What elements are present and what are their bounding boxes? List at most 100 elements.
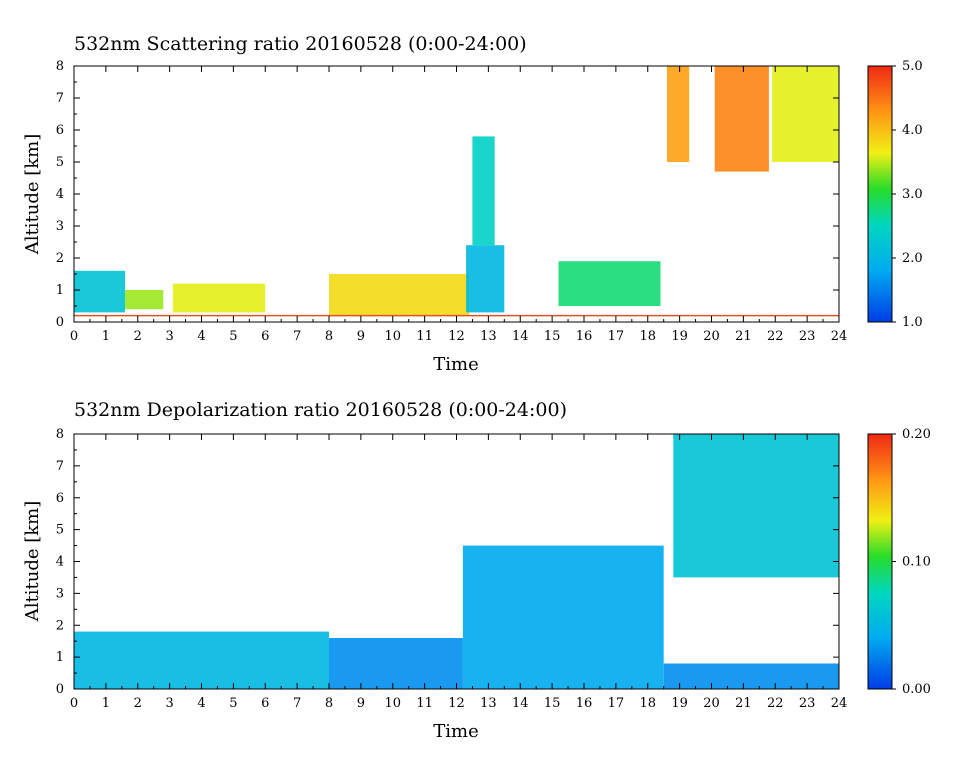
depolarization-x-ticks: 0 1 2 3 4 5 6 7 8 9 10 11 12 13 14 15 16 17 18 19 20 21 22 23 24 <box>70 434 847 711</box>
depolarization-x-tick-label: 12 <box>448 696 465 711</box>
scattering-y-tick-label: 6 <box>56 123 64 138</box>
scattering-y-tick-label: 2 <box>56 251 64 266</box>
scattering-data-marks <box>74 66 839 316</box>
scattering-x-tick-label: 15 <box>544 329 561 344</box>
scattering-x-tick-label: 4 <box>197 329 205 344</box>
scattering-layer-9 <box>772 66 839 162</box>
depolarization-x-tick-label: 3 <box>165 696 173 711</box>
depolarization-colorbar-tick-label: 0.10 <box>902 555 931 570</box>
scattering-x-tick-label: 24 <box>831 329 848 344</box>
depolarization-x-tick-label: 11 <box>416 696 433 711</box>
scattering-colorbar-tick-label: 4.0 <box>902 123 923 138</box>
scattering-x-tick-label: 3 <box>165 329 173 344</box>
depolarization-x-tick-label: 17 <box>608 696 625 711</box>
depolarization-ratio-panel: 532nm Depolarization ratio 20160528 (0:0… <box>22 399 931 742</box>
depolarization-y-tick-label: 4 <box>56 555 64 570</box>
scattering-x-tick-label: 21 <box>735 329 752 344</box>
scattering-x-tick-label: 17 <box>608 329 625 344</box>
depolarization-x-axis-label: Time <box>433 721 478 742</box>
scattering-y-tick-label: 5 <box>56 155 64 170</box>
scattering-x-tick-label: 19 <box>671 329 688 344</box>
scattering-colorbar-gradient <box>867 65 893 323</box>
scattering-layer-7 <box>666 66 690 162</box>
scattering-layer-0 <box>74 270 125 313</box>
scattering-y-axis-label: Altitude [km] <box>22 134 43 256</box>
scattering-y-tick-label: 7 <box>56 91 64 106</box>
depolarization-x-tick-label: 8 <box>325 696 333 711</box>
depolarization-x-tick-label: 13 <box>480 696 497 711</box>
depolarization-colorbar-tick-label: 0.20 <box>902 427 931 442</box>
scattering-x-tick-label: 23 <box>799 329 816 344</box>
depolarization-y-ticks: 0 1 2 3 4 5 6 7 8 <box>56 427 839 697</box>
scattering-colorbar-tick-label: 3.0 <box>902 187 923 202</box>
scattering-layer-8 <box>714 66 769 172</box>
scattering-colorbar-tick-label: 2.0 <box>902 251 923 266</box>
scattering-ratio-title: 532nm Scattering ratio 20160528 (0:00-24… <box>74 33 527 55</box>
depolarization-x-tick-label: 20 <box>703 696 720 711</box>
depolarization-y-tick-label: 5 <box>56 523 64 538</box>
scattering-x-tick-label: 12 <box>448 329 465 344</box>
scattering-layer-5 <box>472 136 495 246</box>
scattering-x-tick-label: 5 <box>229 329 237 344</box>
depolarization-layer-4 <box>673 434 840 578</box>
depolarization-x-tick-label: 4 <box>197 696 205 711</box>
depolarization-colorbar: 0.00 0.10 0.20 <box>867 427 931 697</box>
scattering-x-tick-label: 22 <box>767 329 784 344</box>
depolarization-layer-2 <box>462 545 664 689</box>
scattering-x-tick-label: 11 <box>416 329 433 344</box>
scattering-x-ticks: 0 1 2 3 4 5 6 7 8 9 10 11 12 13 14 15 16 17 18 19 20 21 22 23 24 <box>70 66 847 344</box>
scattering-layer-2 <box>172 283 266 313</box>
depolarization-x-tick-label: 23 <box>799 696 816 711</box>
scattering-colorbar: 1.0 2.0 3.0 4.0 5.0 <box>867 59 923 330</box>
scattering-layer-4 <box>466 245 505 313</box>
depolarization-data-marks <box>74 434 840 689</box>
depolarization-x-tick-label: 5 <box>229 696 237 711</box>
scattering-x-tick-label: 9 <box>357 329 365 344</box>
scattering-x-tick-label: 1 <box>102 329 110 344</box>
depolarization-x-tick-label: 2 <box>134 696 142 711</box>
depolarization-x-tick-label: 16 <box>576 696 593 711</box>
depolarization-x-tick-label: 19 <box>671 696 688 711</box>
depolarization-x-tick-label: 7 <box>293 696 301 711</box>
scattering-x-tick-label: 6 <box>261 329 269 344</box>
scattering-x-tick-label: 10 <box>384 329 401 344</box>
scattering-y-tick-label: 0 <box>56 315 64 330</box>
depolarization-ratio-title: 532nm Depolarization ratio 20160528 (0:0… <box>74 399 567 421</box>
scattering-x-tick-label: 0 <box>70 329 78 344</box>
scattering-x-axis-label: Time <box>433 354 478 375</box>
scattering-y-tick-label: 3 <box>56 219 64 234</box>
depolarization-y-tick-label: 0 <box>56 682 64 697</box>
scattering-x-tick-label: 14 <box>512 329 529 344</box>
depolarization-x-tick-label: 18 <box>639 696 656 711</box>
scattering-layer-3 <box>329 274 470 316</box>
depolarization-colorbar-tick-label: 0.00 <box>902 682 931 697</box>
depolarization-y-axis-label: Altitude [km] <box>22 501 43 623</box>
depolarization-y-tick-label: 1 <box>56 650 64 665</box>
depolarization-x-tick-label: 1 <box>102 696 110 711</box>
depolarization-x-tick-label: 14 <box>512 696 529 711</box>
depolarization-y-tick-label: 6 <box>56 491 64 506</box>
depolarization-x-tick-label: 9 <box>357 696 365 711</box>
scattering-x-tick-label: 7 <box>293 329 301 344</box>
depolarization-x-tick-label: 24 <box>831 696 848 711</box>
depolarization-x-tick-label: 10 <box>384 696 401 711</box>
scattering-x-tick-label: 20 <box>703 329 720 344</box>
scattering-layer-6 <box>558 261 661 306</box>
depolarization-x-tick-label: 15 <box>544 696 561 711</box>
depolarization-x-tick-label: 21 <box>735 696 752 711</box>
scattering-x-tick-label: 2 <box>134 329 142 344</box>
depolarization-y-tick-label: 2 <box>56 618 64 633</box>
scattering-x-tick-label: 18 <box>639 329 656 344</box>
depolarization-layer-3 <box>663 663 839 689</box>
scattering-colorbar-tick-label: 1.0 <box>902 315 923 330</box>
depolarization-layer-0 <box>74 631 329 689</box>
depolarization-layer-1 <box>329 638 463 689</box>
depolarization-x-tick-label: 0 <box>70 696 78 711</box>
depolarization-y-tick-label: 8 <box>56 427 64 442</box>
scattering-x-tick-label: 13 <box>480 329 497 344</box>
scattering-y-tick-label: 4 <box>56 187 64 202</box>
depolarization-colorbar-gradient <box>867 433 893 690</box>
scattering-y-tick-label: 8 <box>56 59 64 74</box>
depolarization-y-tick-label: 3 <box>56 586 64 601</box>
